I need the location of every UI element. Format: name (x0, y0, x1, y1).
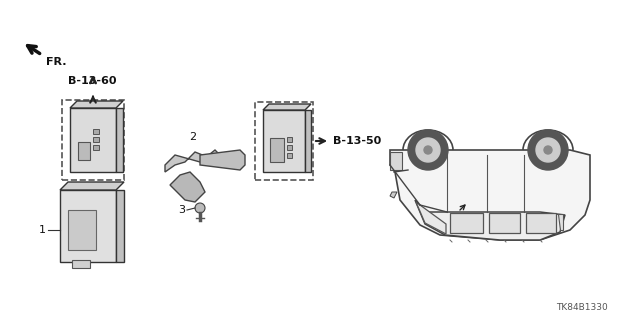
Bar (93, 129, 99, 134)
Bar (93, 137, 99, 142)
Polygon shape (390, 192, 397, 198)
Text: B-13-50: B-13-50 (333, 136, 381, 146)
Circle shape (544, 146, 552, 154)
Bar (68, 210, 96, 250)
Polygon shape (415, 200, 565, 240)
Bar (255, 102, 313, 180)
Bar (287, 153, 292, 158)
Bar (60, 190, 116, 262)
Circle shape (416, 138, 440, 162)
Circle shape (424, 146, 432, 154)
Text: FR.: FR. (46, 57, 67, 67)
Polygon shape (390, 150, 590, 240)
Circle shape (195, 203, 205, 213)
Circle shape (408, 130, 448, 170)
Bar (70, 108, 116, 172)
Polygon shape (526, 213, 556, 233)
Circle shape (536, 138, 560, 162)
Polygon shape (70, 101, 123, 108)
Bar (390, 152, 402, 170)
Circle shape (528, 130, 568, 170)
Text: 2: 2 (189, 132, 196, 142)
Text: 3: 3 (178, 205, 185, 215)
Polygon shape (558, 214, 563, 230)
Bar (270, 138, 284, 162)
Bar (78, 142, 90, 160)
Bar (93, 145, 99, 150)
Polygon shape (116, 108, 123, 172)
Polygon shape (200, 150, 245, 170)
Polygon shape (450, 213, 483, 233)
Polygon shape (305, 110, 311, 172)
Bar (263, 110, 305, 172)
Text: TK84B1330: TK84B1330 (556, 303, 608, 312)
Bar (72, 260, 90, 268)
Polygon shape (116, 190, 124, 262)
Polygon shape (489, 213, 520, 233)
Text: B-13-60: B-13-60 (68, 76, 116, 86)
Polygon shape (416, 202, 446, 234)
Bar (287, 137, 292, 142)
Text: 1: 1 (39, 225, 46, 235)
Bar (287, 145, 292, 150)
Polygon shape (170, 172, 205, 202)
Bar (62, 100, 124, 180)
Polygon shape (165, 150, 220, 172)
Polygon shape (60, 182, 124, 190)
Polygon shape (263, 104, 311, 110)
